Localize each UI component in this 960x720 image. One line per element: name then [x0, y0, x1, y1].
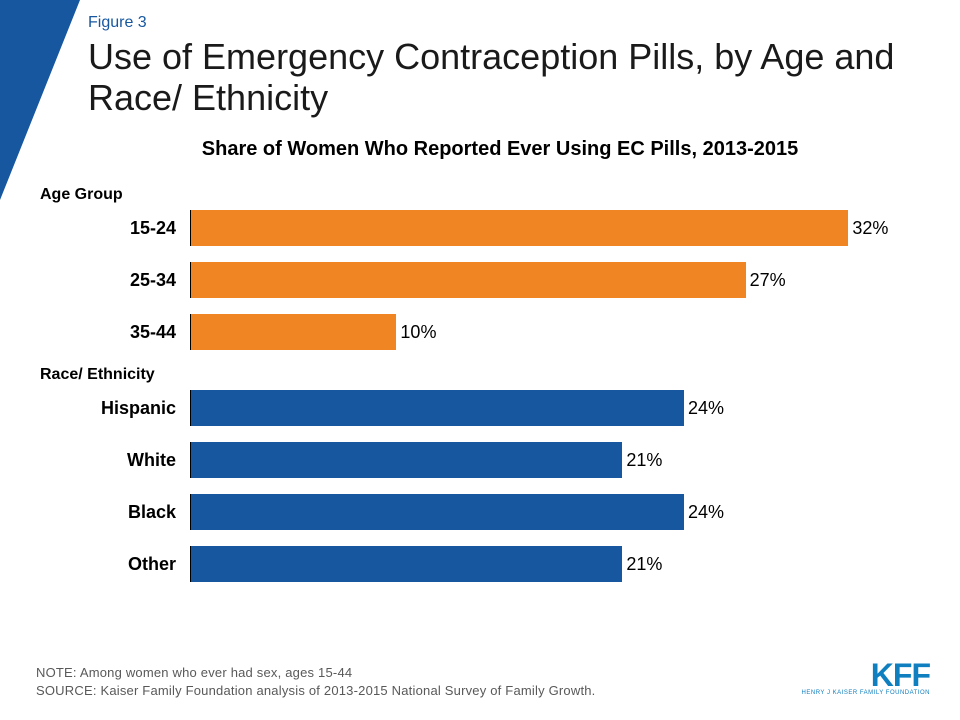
bar-value: 24% [688, 398, 724, 419]
bar-fill [191, 494, 684, 530]
figure-label: Figure 3 [88, 14, 147, 32]
bar-label: Hispanic [40, 398, 190, 419]
bar-label: Black [40, 502, 190, 523]
logo-text: KFF [802, 661, 930, 690]
bar-fill [191, 210, 848, 246]
bar-label: Other [40, 554, 190, 575]
page-title: Use of Emergency Contraception Pills, by… [88, 36, 918, 119]
bar-track: 10% [190, 314, 910, 350]
bar-fill [191, 546, 622, 582]
bar-value: 10% [400, 322, 436, 343]
bar-value: 27% [750, 270, 786, 291]
bar-value: 21% [626, 450, 662, 471]
bar-track: 32% [190, 210, 910, 246]
bar-row: White 21% [40, 442, 910, 478]
bar-row: Other 21% [40, 546, 910, 582]
bar-row: 25-34 27% [40, 262, 910, 298]
source-text: SOURCE: Kaiser Family Foundation analysi… [36, 682, 596, 700]
bar-chart: Age Group 15-24 32% 25-34 27% 35-44 10% Race/ E… [40, 174, 910, 624]
note-text: NOTE: Among women who ever had sex, ages… [36, 664, 596, 682]
logo-subtext: HENRY J KAISER FAMILY FOUNDATION [802, 690, 930, 696]
bar-value: 32% [852, 218, 888, 239]
corner-accent [0, 0, 80, 200]
axis-group: Hispanic 24% White 21% Black 24% Other 21% [40, 390, 910, 582]
bar-fill [191, 390, 684, 426]
bar-value: 24% [688, 502, 724, 523]
bar-fill [191, 442, 622, 478]
bar-value: 21% [626, 554, 662, 575]
bar-track: 21% [190, 546, 910, 582]
bar-row: 15-24 32% [40, 210, 910, 246]
bar-track: 24% [190, 494, 910, 530]
bar-row: Black 24% [40, 494, 910, 530]
kff-logo: KFF HENRY J KAISER FAMILY FOUNDATION [802, 661, 930, 696]
bar-row: 35-44 10% [40, 314, 910, 350]
bar-track: 21% [190, 442, 910, 478]
group-header: Race/ Ethnicity [40, 366, 910, 384]
bar-track: 24% [190, 390, 910, 426]
bar-track: 27% [190, 262, 910, 298]
axis-group: 15-24 32% 25-34 27% 35-44 10% [40, 210, 910, 350]
bar-fill [191, 314, 396, 350]
group-header: Age Group [40, 186, 910, 204]
bar-fill [191, 262, 746, 298]
footnotes: NOTE: Among women who ever had sex, ages… [36, 664, 596, 700]
bar-row: Hispanic 24% [40, 390, 910, 426]
bar-label: 35-44 [40, 322, 190, 343]
bar-label: 15-24 [40, 218, 190, 239]
bar-label: White [40, 450, 190, 471]
chart-subtitle: Share of Women Who Reported Ever Using E… [150, 138, 850, 161]
bar-label: 25-34 [40, 270, 190, 291]
